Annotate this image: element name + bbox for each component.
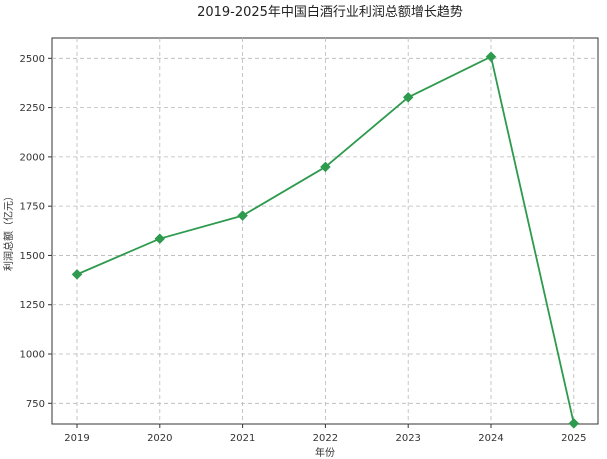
series-profit — [71, 51, 580, 429]
data-point-marker — [71, 269, 83, 280]
x-tick-label: 2020 — [147, 433, 172, 444]
y-tick-label: 2500 — [20, 54, 45, 65]
data-point-marker — [237, 210, 248, 221]
y-tick-label: 1250 — [20, 300, 45, 311]
y-tick-label: 750 — [26, 399, 45, 410]
y-tick-label: 2000 — [20, 152, 45, 163]
x-tick-label: 2025 — [561, 433, 586, 444]
x-tick-label: 2024 — [478, 433, 503, 444]
x-tick-label: 2022 — [313, 433, 338, 444]
data-point-marker — [154, 233, 166, 245]
data-point-marker — [320, 161, 331, 173]
x-axis-label: 年份 — [315, 446, 335, 459]
y-axis-ticks: 750 1000 1250 1500 1750 2000 2250 2500 — [20, 54, 52, 410]
y-tick-label: 1000 — [20, 350, 45, 361]
y-tick-label: 1500 — [20, 251, 45, 262]
grid-lines — [52, 38, 598, 424]
x-tick-label: 2021 — [230, 433, 255, 444]
data-point-marker — [568, 418, 580, 429]
x-tick-label: 2023 — [395, 433, 420, 444]
data-point-marker — [402, 91, 414, 103]
y-tick-label: 1750 — [20, 202, 45, 213]
x-tick-label: 2019 — [64, 433, 89, 444]
chart-title: 2019-2025年中国白酒行业利润总额增长趋势 — [197, 4, 463, 20]
y-axis-label: 利润总额（亿元） — [2, 191, 15, 271]
x-axis-ticks: 2019 2020 2021 2022 2023 2024 2025 — [64, 424, 587, 444]
data-point-marker — [485, 51, 497, 63]
y-tick-label: 2250 — [20, 103, 45, 114]
